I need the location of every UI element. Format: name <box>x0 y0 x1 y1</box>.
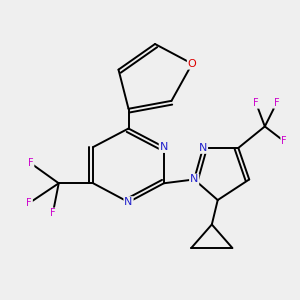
Text: F: F <box>28 158 34 168</box>
Text: N: N <box>199 143 207 153</box>
Text: N: N <box>160 142 168 152</box>
Text: N: N <box>124 197 133 207</box>
Text: N: N <box>190 174 198 184</box>
Text: F: F <box>281 136 287 146</box>
Text: F: F <box>26 198 32 208</box>
Text: O: O <box>188 59 197 69</box>
Text: F: F <box>274 98 279 108</box>
Text: F: F <box>50 208 56 218</box>
Text: F: F <box>253 98 259 108</box>
